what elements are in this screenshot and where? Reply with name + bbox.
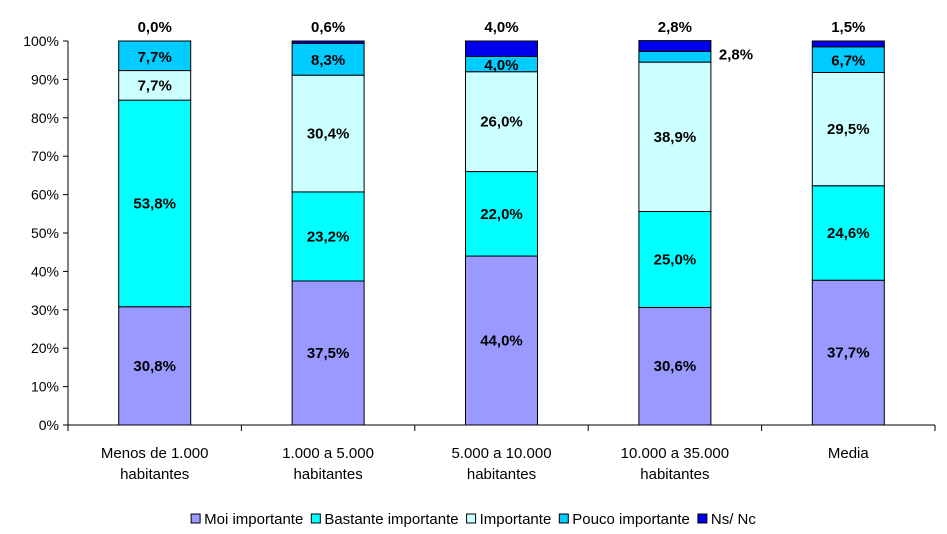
y-tick-label: 70% bbox=[31, 148, 59, 164]
bar-segment-5-cat-5 bbox=[811, 40, 885, 48]
data-label: 37,7% bbox=[827, 345, 870, 362]
bar-segment-4-cat-5 bbox=[811, 46, 885, 73]
bar-segment-3-cat-2 bbox=[291, 74, 365, 193]
data-label: 4,0% bbox=[484, 57, 518, 74]
y-tick-label: 30% bbox=[31, 302, 59, 318]
bar-segment-5-cat-3 bbox=[465, 40, 538, 57]
bars-layer bbox=[118, 40, 885, 426]
y-tick-label: 20% bbox=[31, 340, 59, 356]
data-label: 30,8% bbox=[133, 358, 176, 375]
y-tick-label: 10% bbox=[31, 379, 59, 395]
x-category-label: habitantes bbox=[467, 466, 536, 483]
legend-entry: Importante bbox=[480, 511, 552, 528]
data-label: 44,0% bbox=[480, 333, 523, 350]
bar-segment-2-cat-1 bbox=[118, 99, 192, 308]
axes-layer: 0% 10% 20% 30% 40% 50% 60% 70% 80% 90% 100% Menos d… bbox=[23, 33, 936, 483]
data-label: 7,7% bbox=[138, 49, 172, 66]
legend-entry: Moi importante bbox=[204, 511, 303, 528]
data-label: 2,8% bbox=[719, 46, 753, 63]
x-category-label: 1.000 a 5.000 bbox=[282, 445, 374, 462]
bar-segment-3-cat-3 bbox=[465, 71, 538, 173]
bar-segment-4-cat-1 bbox=[118, 40, 192, 72]
x-category-label: habitantes bbox=[640, 466, 709, 483]
bar-segment-2-cat-5 bbox=[811, 185, 885, 281]
bar-segment-5-cat-2 bbox=[291, 40, 365, 44]
bar-segment-3-cat-5 bbox=[811, 71, 885, 187]
data-label: 2,8% bbox=[658, 19, 692, 36]
data-label: 6,7% bbox=[831, 53, 865, 70]
y-tick-label: 50% bbox=[31, 225, 59, 241]
data-label: 0,0% bbox=[138, 19, 172, 36]
data-label: 30,6% bbox=[654, 358, 697, 375]
data-label: 38,9% bbox=[654, 129, 697, 146]
y-tick-label: 80% bbox=[31, 110, 59, 126]
data-label: 23,2% bbox=[307, 228, 350, 245]
x-category-label: habitantes bbox=[120, 466, 189, 483]
bar-segment-1-cat-1 bbox=[118, 306, 192, 426]
bar-segment-4-cat-4 bbox=[638, 50, 712, 63]
legend-swatch bbox=[558, 513, 569, 524]
bar-segment-2-cat-2 bbox=[291, 191, 365, 282]
legend-swatch bbox=[310, 513, 321, 524]
legend-swatch bbox=[190, 513, 201, 524]
bar-segment-1-cat-4 bbox=[638, 306, 712, 426]
y-tick-label: 90% bbox=[31, 71, 59, 87]
data-label: 30,4% bbox=[307, 126, 350, 143]
data-label: 1,5% bbox=[831, 19, 865, 36]
data-label: 26,0% bbox=[480, 114, 523, 131]
x-category-label: Menos de 1.000 bbox=[101, 445, 209, 462]
x-category-label: habitantes bbox=[293, 466, 362, 483]
data-label: 7,7% bbox=[138, 77, 172, 94]
legend-entry: Pouco importante bbox=[572, 511, 690, 528]
data-label: 0,6% bbox=[311, 19, 345, 36]
x-category-label: 5.000 a 10.000 bbox=[451, 445, 551, 462]
bar-segment-4-cat-2 bbox=[291, 42, 365, 76]
bar-segment-1-cat-5 bbox=[811, 279, 885, 426]
bar-segment-2-cat-3 bbox=[465, 171, 538, 257]
data-label: 37,5% bbox=[307, 345, 350, 362]
bar-segment-2-cat-4 bbox=[638, 210, 712, 308]
bar-segment-5-cat-4 bbox=[638, 40, 712, 52]
y-tick-label: 100% bbox=[23, 33, 59, 49]
data-label: 22,0% bbox=[480, 206, 523, 223]
legend-entry: Bastante importante bbox=[324, 511, 458, 528]
x-category-label: Media bbox=[828, 445, 870, 462]
bar-segment-3-cat-4 bbox=[638, 61, 712, 212]
data-label: 29,5% bbox=[827, 121, 870, 138]
y-tick-label: 40% bbox=[31, 263, 59, 279]
y-tick-label: 60% bbox=[31, 187, 59, 203]
y-tick-label: 0% bbox=[39, 417, 59, 433]
legend-entry: Ns/ Nc bbox=[711, 511, 757, 528]
legend-swatch bbox=[697, 513, 708, 524]
data-label: 4,0% bbox=[484, 19, 518, 36]
legend: Moi importante Bastante importante Importa… bbox=[190, 511, 757, 528]
legend-swatch bbox=[466, 513, 477, 524]
data-label: 25,0% bbox=[654, 251, 697, 268]
bar-segment-1-cat-2 bbox=[291, 280, 365, 426]
data-label: 53,8% bbox=[133, 195, 176, 212]
data-labels-layer: 30,8% 53,8% 7,7% 7,7% 0,0% 37,5% 23,2% 30,4% 8,3… bbox=[133, 19, 869, 375]
data-label: 24,6% bbox=[827, 225, 870, 242]
x-category-label: 10.000 a 35.000 bbox=[621, 445, 729, 462]
data-label: 8,3% bbox=[311, 52, 345, 69]
